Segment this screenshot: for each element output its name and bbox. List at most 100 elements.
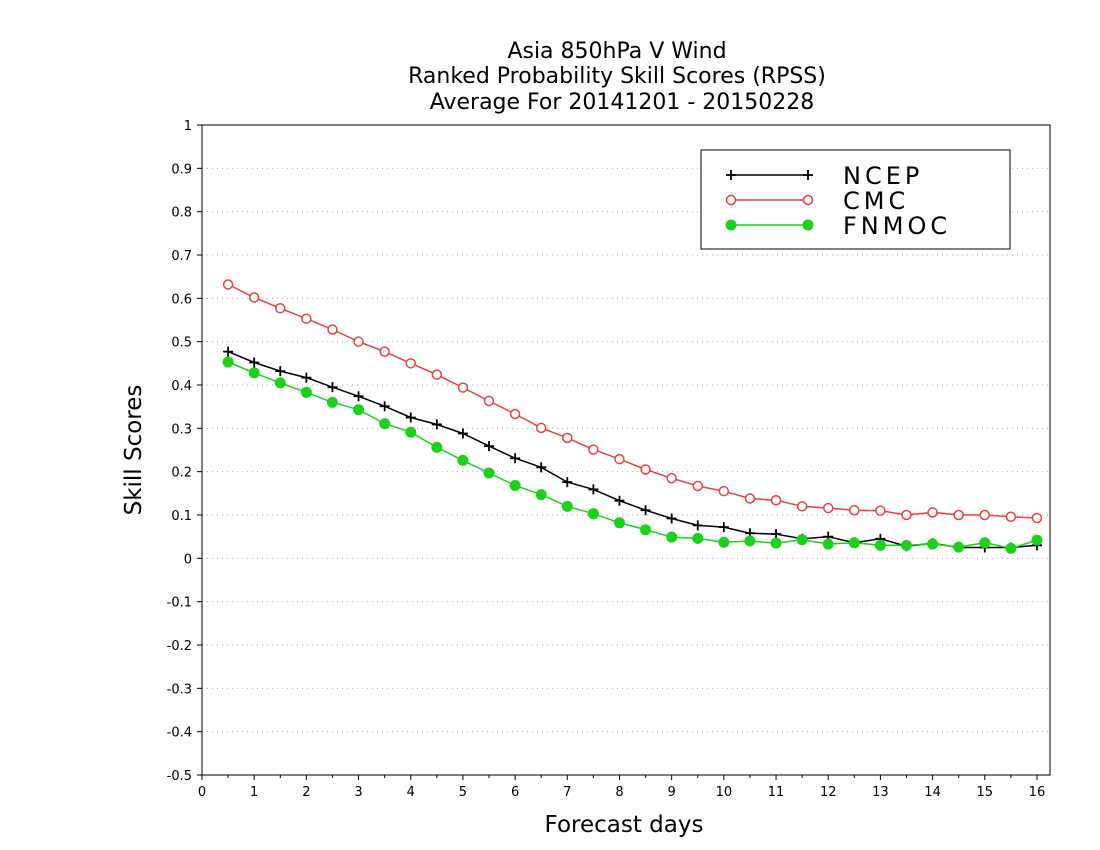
axis-ticks [197,124,1038,780]
legend-marker-ncep [726,170,736,180]
data-point-cmc [379,346,390,357]
data-point-cmc [431,369,443,380]
data-point-ncep [718,522,729,533]
x-tick-label: 6 [511,785,519,800]
data-point-cmc [875,505,886,516]
data-point-fnmoc [874,539,886,551]
data-point-fnmoc [222,356,234,368]
data-point-cmc [562,432,573,444]
data-point-fnmoc [613,517,625,529]
data-point-ncep [327,382,338,393]
data-point-fnmoc [483,467,495,479]
data-point-fnmoc [900,539,912,551]
data-point-fnmoc [353,404,365,416]
data-point-ncep [640,505,651,516]
data-point-ncep [275,366,286,377]
data-point-cmc [327,324,338,335]
data-point-cmc [1031,512,1043,524]
y-tick-label: -0.4 [167,726,192,741]
y-tick-label: 0.5 [171,336,192,351]
data-point-cmc [718,485,730,497]
chart-title: Asia 850hPa V Wind Ranked Probability Sk… [408,39,826,115]
legend-marker-ncep [803,170,813,180]
data-point-ncep [666,513,677,524]
legend-marker-cmc [725,194,737,206]
data-point-fnmoc [718,536,730,548]
y-tick-label: -0.2 [167,639,192,654]
plot-frame [201,124,1051,776]
data-point-cmc [822,502,834,514]
data-point-cmc [301,313,312,324]
data-point-cmc [353,336,364,347]
y-tick-label: 0.4 [171,379,192,394]
data-point-fnmoc [248,367,260,379]
data-point-cmc [614,453,625,465]
data-point-fnmoc [927,538,939,550]
y-tick-label: 0.1 [171,509,192,524]
y-tick-label: 0.3 [171,422,192,437]
title-line-1: Asia 850hPa V Wind [507,39,726,64]
series-line-ncep [227,350,1038,549]
data-point-cmc [275,303,286,314]
data-point-fnmoc [561,500,573,512]
y-tick-label: 0 [184,552,192,567]
data-point-cmc [248,292,260,303]
legend-entry-fnmoc: FNMOC [725,212,951,240]
data-point-cmc [1005,511,1017,522]
y-tick-label: -0.5 [167,769,192,784]
x-tick-label: 0 [198,785,206,800]
series-lines [222,279,1043,554]
data-point-cmc [640,464,651,475]
x-tick-label: 11 [768,785,785,800]
data-point-fnmoc [666,531,678,543]
legend-marker-fnmoc [725,219,737,231]
data-point-fnmoc [326,396,338,408]
y-axis-label: Skill Scores [121,385,147,516]
x-tick-label: 9 [668,785,676,800]
data-point-cmc [535,422,547,434]
data-point-ncep [249,357,260,368]
data-point-fnmoc [431,441,443,453]
data-point-cmc [405,358,416,369]
data-point-ncep [536,462,547,473]
legend-entry-cmc: CMC [725,187,905,215]
legend-label-fnmoc: FNMOC [843,212,951,240]
data-point-cmc [222,279,234,290]
x-tick-label: 1 [250,785,258,800]
data-point-fnmoc [979,537,991,549]
data-point-fnmoc [1005,542,1017,554]
y-tick-label: 0.9 [171,162,192,177]
x-tick-label: 10 [716,785,733,800]
data-point-cmc [901,509,912,521]
y-tick-label: -0.1 [167,596,192,611]
data-point-cmc [692,480,704,492]
data-point-ncep [614,495,625,506]
data-point-ncep [379,401,390,412]
data-point-fnmoc [822,538,834,550]
series-line-cmc [227,283,1038,519]
x-tick-label: 16 [1029,785,1046,800]
data-point-ncep [692,520,703,531]
x-tick-label: 13 [872,785,889,800]
title-line-3: Average For 20141201 - 20150228 [430,90,815,115]
data-point-ncep [405,412,416,423]
series-fnmoc [222,356,1043,554]
data-point-ncep [771,529,782,540]
x-tick-label: 3 [354,785,362,800]
series-line-fnmoc [227,361,1038,550]
legend-marker-cmc [802,194,814,206]
series-cmc [222,279,1043,524]
x-tick-label: 2 [302,785,310,800]
legend-entry-ncep: NCEP [726,162,919,190]
data-point-fnmoc [457,454,469,466]
gridlines [202,167,1050,733]
data-point-cmc [927,507,938,518]
data-point-cmc [979,509,991,521]
data-point-cmc [666,472,677,484]
data-point-fnmoc [379,418,391,430]
x-tick-label: 4 [407,785,415,800]
data-point-ncep [510,453,521,464]
data-point-fnmoc [587,508,599,520]
data-point-fnmoc [796,534,808,546]
